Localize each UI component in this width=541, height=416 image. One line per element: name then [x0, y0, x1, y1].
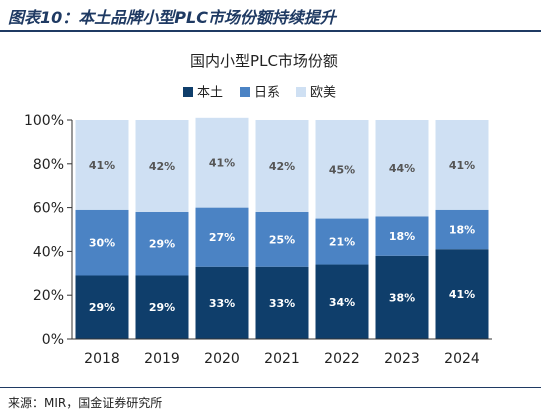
- bar-2023-series-1: [375, 255, 429, 339]
- x-tick-label: 2019: [144, 351, 180, 367]
- bar-2023-series-2: [375, 216, 429, 256]
- data-label: 18%: [449, 224, 475, 237]
- x-tick-label: 2024: [444, 351, 480, 367]
- bar-2021-series-2: [255, 211, 309, 267]
- figure-header: 图表10：本土品牌小型PLC市场份额持续提升: [0, 0, 541, 32]
- y-tick-label: 100%: [24, 113, 64, 129]
- bar-2022-series-1: [315, 264, 369, 339]
- data-label: 41%: [209, 157, 235, 170]
- legend-swatch-3: [296, 87, 306, 97]
- bar-2023-series-3: [375, 120, 429, 217]
- bar-2019-series-2: [135, 211, 189, 276]
- legend-swatch-2: [240, 87, 250, 97]
- data-label: 29%: [149, 238, 175, 251]
- bar-2019-series-1: [135, 275, 189, 339]
- data-label: 18%: [389, 230, 415, 243]
- y-tick-label: 80%: [33, 157, 64, 173]
- x-tick-label: 2022: [324, 351, 360, 367]
- x-tick-label: 2021: [264, 351, 300, 367]
- bar-2018-series-3: [75, 120, 129, 210]
- x-axis: 2018 2019 2020 2021 2022 2023 2024: [72, 338, 492, 367]
- header-rule: [0, 30, 541, 32]
- data-label: 41%: [449, 288, 475, 301]
- x-tick-label: 2023: [384, 351, 420, 367]
- data-label: 42%: [149, 160, 175, 173]
- data-label: 44%: [389, 162, 415, 175]
- legend-label-2: 日系: [254, 86, 280, 101]
- y-tick-label: 20%: [33, 288, 64, 304]
- bar-2020-series-3: [195, 117, 249, 208]
- legend-label-3: 欧美: [310, 86, 336, 101]
- x-tick-label: 2020: [204, 351, 240, 367]
- data-label: 21%: [329, 236, 355, 249]
- bar-2020-series-2: [195, 207, 249, 267]
- data-label: 45%: [329, 163, 355, 176]
- bar-2021-series-1: [255, 266, 309, 339]
- y-tick-label: 60%: [33, 201, 64, 217]
- data-label: 41%: [89, 159, 115, 172]
- data-label: 25%: [269, 233, 295, 246]
- y-tick-label: 0%: [42, 332, 64, 348]
- bar-2020-series-1: [195, 266, 249, 339]
- bar-2018-series-1: [75, 275, 129, 339]
- data-label: 42%: [269, 160, 295, 173]
- y-tick-label: 40%: [33, 244, 64, 260]
- legend-swatch-1: [183, 87, 193, 97]
- bar-2024-series-2: [435, 209, 489, 250]
- bars: 29% 30% 41% 29% 29% 42% 33% 27% 41% 33% 25% 42% 34% 2…: [75, 117, 489, 339]
- bar-2019-series-3: [135, 120, 189, 212]
- source-label: 来源：: [8, 396, 45, 410]
- data-label: 33%: [269, 297, 295, 310]
- data-label: 30%: [89, 237, 115, 250]
- data-label: 34%: [329, 296, 355, 309]
- x-tick-label: 2018: [84, 351, 120, 367]
- source-note: 来源：MIR，国金证券研究所: [8, 394, 162, 411]
- bar-2022-series-2: [315, 218, 369, 265]
- bar-2024-series-1: [435, 249, 489, 339]
- bar-2024-series-3: [435, 120, 489, 210]
- data-label: 27%: [209, 231, 235, 244]
- y-axis: 0% 20% 40% 60% 80% 100%: [24, 113, 73, 348]
- data-label: 33%: [209, 297, 235, 310]
- bar-2022-series-3: [315, 120, 369, 219]
- chart-title: 国内小型PLC市场份额: [190, 52, 338, 70]
- legend: 本土 日系 欧美: [183, 86, 336, 101]
- legend-label-1: 本土: [197, 86, 223, 101]
- data-label: 29%: [149, 301, 175, 314]
- bar-2021-series-3: [255, 120, 309, 212]
- stacked-bar-chart: 国内小型PLC市场份额 本土 日系 欧美 0% 20% 40% 60% 80% 100% 29…: [24, 52, 492, 367]
- source-text: MIR，国金证券研究所: [44, 396, 163, 410]
- bar-2018-series-2: [75, 209, 129, 276]
- data-label: 41%: [449, 159, 475, 172]
- footer-rule: [0, 387, 541, 388]
- data-label: 38%: [389, 291, 415, 304]
- data-label: 29%: [89, 301, 115, 314]
- figure-title: 图表10：本土品牌小型PLC市场份额持续提升: [8, 8, 336, 27]
